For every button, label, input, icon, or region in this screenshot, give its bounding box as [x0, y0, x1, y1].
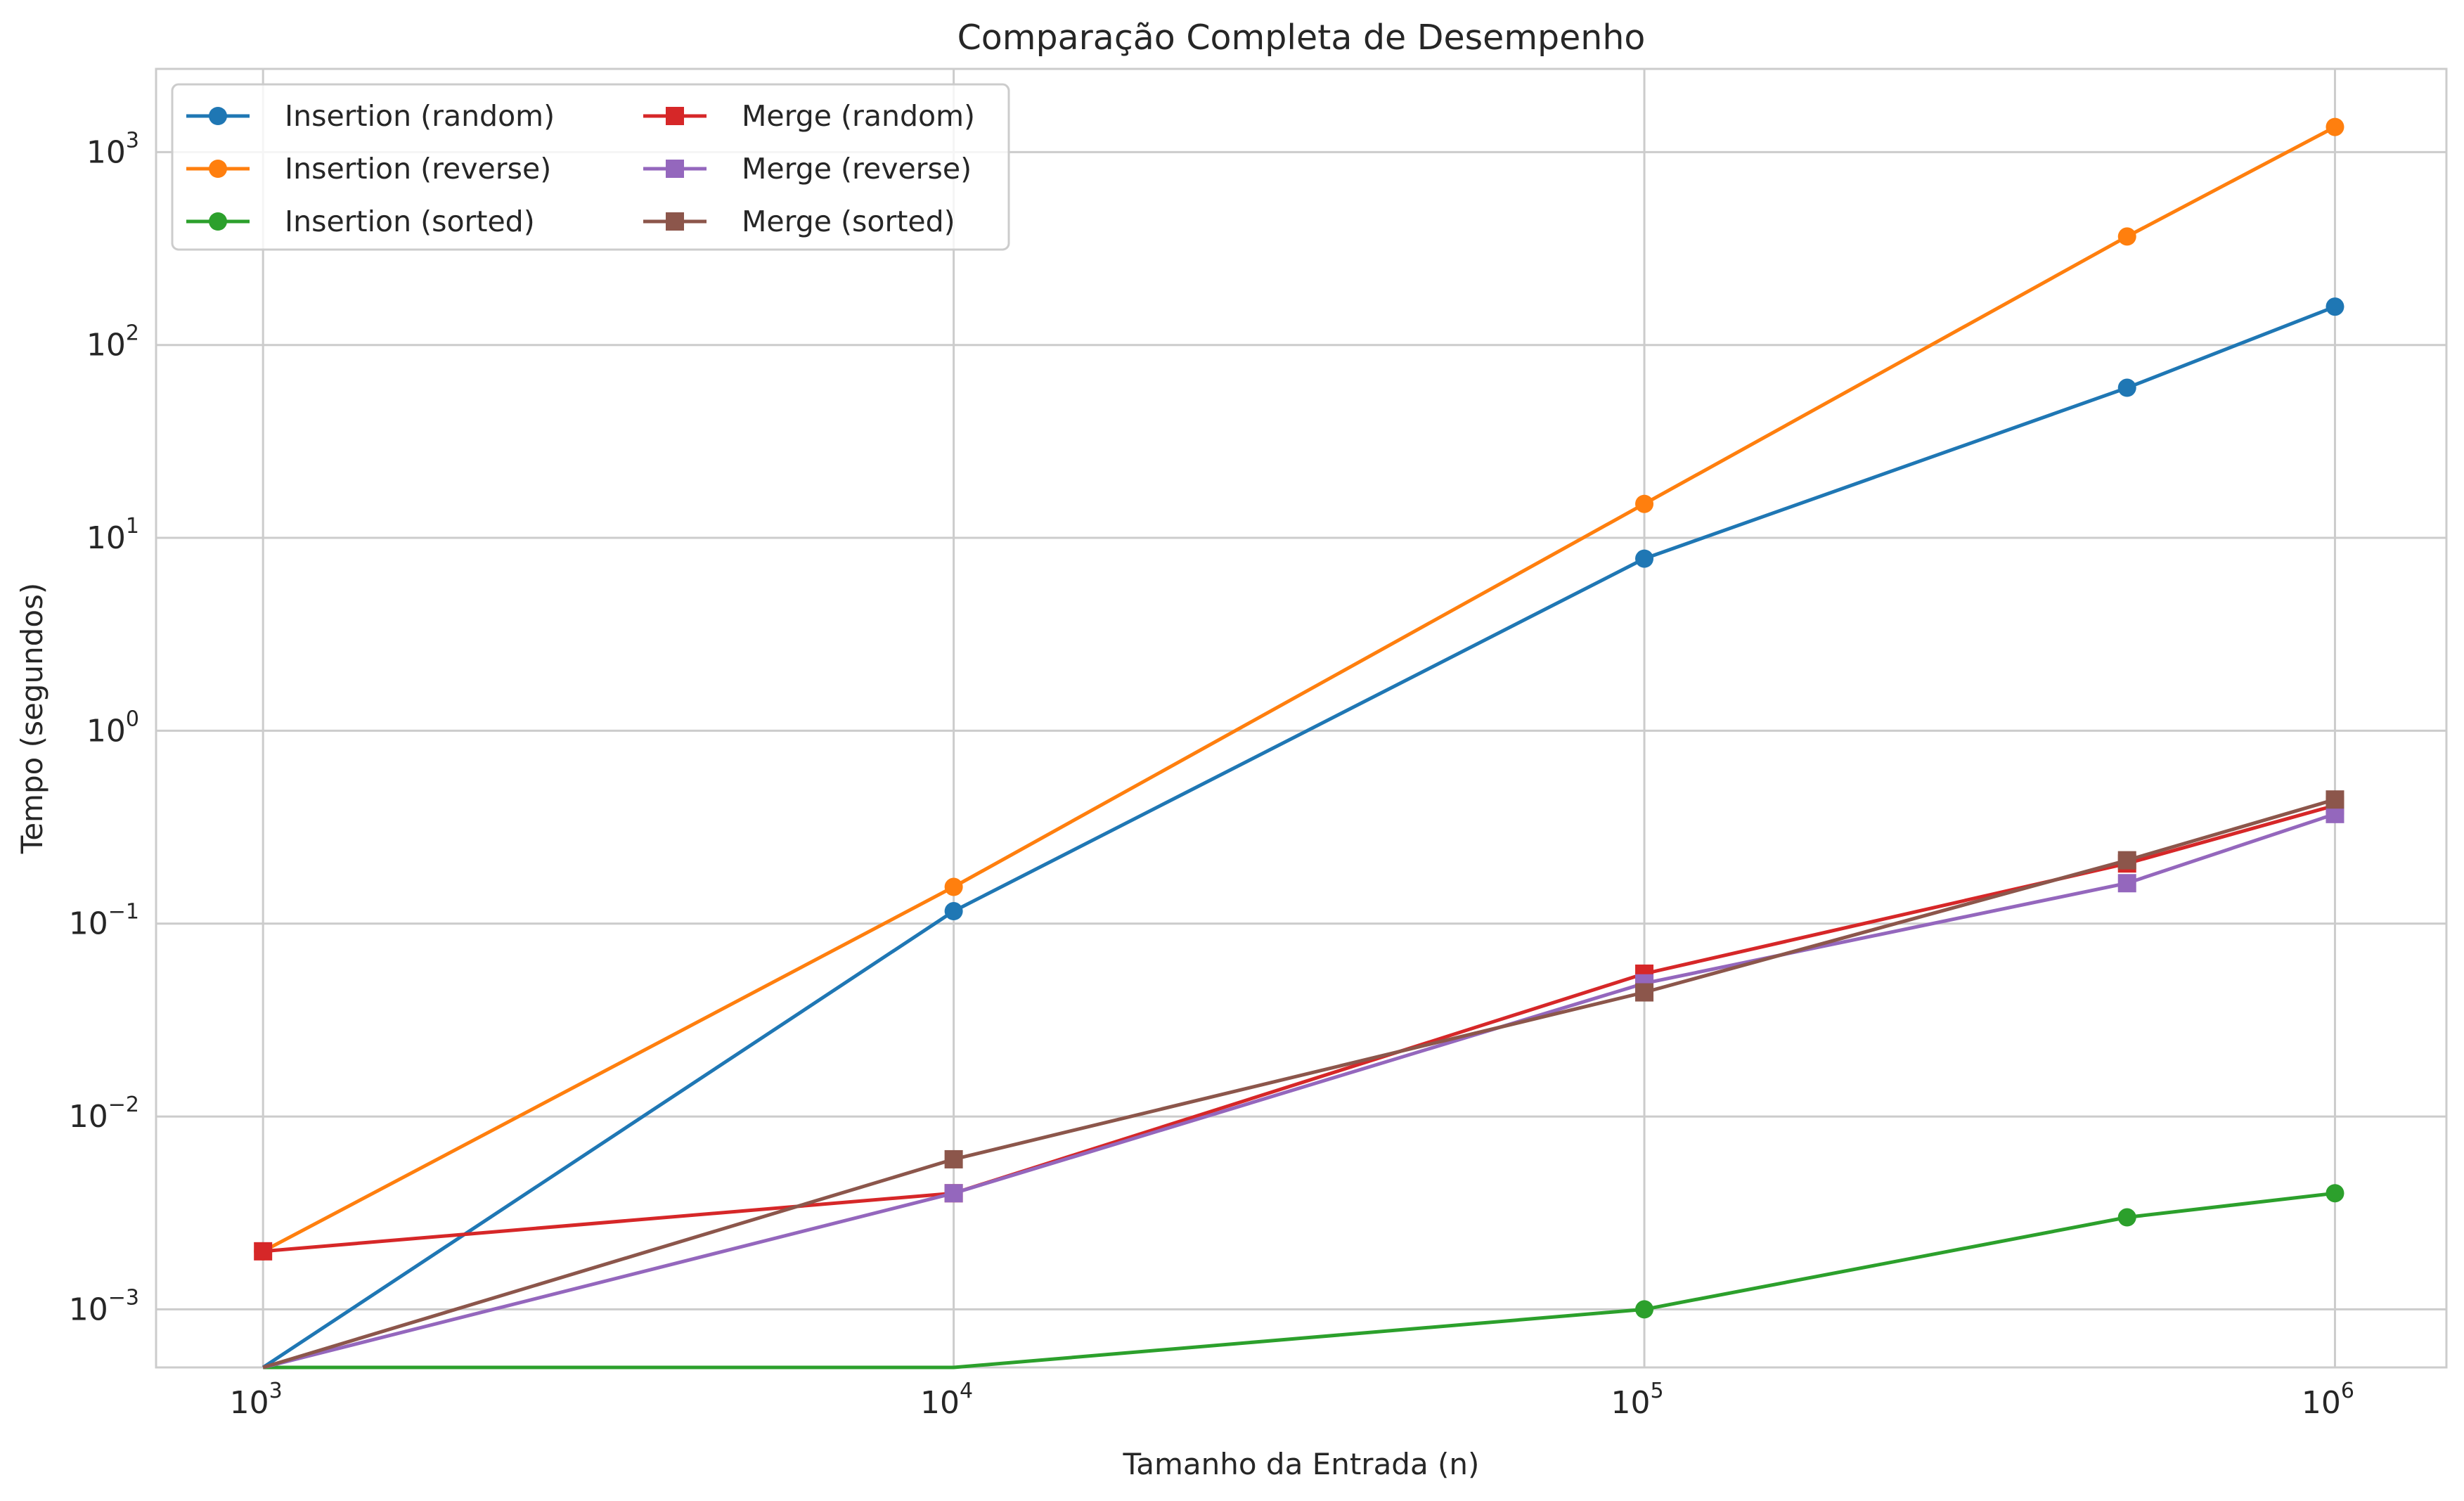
legend-marker — [209, 212, 227, 231]
legend-label: Insertion (reverse) — [285, 152, 551, 186]
data-point — [2326, 790, 2344, 809]
legend-entry: Insertion (sorted) — [186, 205, 535, 238]
legend-entry: Merge (sorted) — [643, 205, 955, 238]
legend-label: Merge (sorted) — [742, 205, 955, 238]
series-line — [262, 304, 2336, 1370]
legend-entry: Merge (random) — [643, 99, 975, 133]
y-tick-label: 101 — [86, 514, 139, 556]
data-point — [1635, 1300, 1654, 1319]
data-point — [1635, 983, 1654, 1002]
series-2 — [263, 1184, 2344, 1370]
data-point — [1635, 494, 1654, 513]
x-tick-label: 105 — [1611, 1379, 1663, 1421]
legend-marker — [666, 160, 684, 178]
data-point — [2117, 851, 2136, 870]
series-0 — [262, 297, 2344, 1370]
data-point — [254, 1242, 273, 1261]
y-tick-label: 10−1 — [69, 900, 139, 942]
legend-entry: Insertion (reverse) — [186, 152, 551, 186]
legend-entry: Merge (reverse) — [643, 152, 972, 186]
series-line — [262, 812, 2336, 1370]
series-layer — [254, 117, 2344, 1370]
y-tick-label: 100 — [86, 707, 139, 749]
x-tick-label: 104 — [920, 1379, 973, 1421]
chart-title: Comparação Completa de Desempenho — [957, 18, 1646, 58]
plot-frame — [155, 67, 2448, 1369]
data-point — [944, 1149, 963, 1168]
data-point — [2117, 378, 2136, 397]
y-tick-label: 10−2 — [69, 1093, 139, 1135]
data-point — [944, 877, 963, 896]
data-point — [1635, 549, 1654, 568]
series-line — [262, 804, 2336, 1254]
tick-labels: 103 104 105 106 10−3 10−2 10−1 100 101 102 103 — [69, 128, 2354, 1421]
data-point — [2326, 117, 2344, 136]
legend-marker — [209, 107, 227, 125]
legend-label: Insertion (random) — [285, 99, 555, 133]
legend-marker — [666, 212, 684, 231]
data-point — [944, 1184, 963, 1203]
x-tick-label: 103 — [230, 1379, 283, 1421]
legend-label: Insertion (sorted) — [285, 205, 535, 238]
data-point — [2326, 1184, 2344, 1203]
legend-label: Merge (random) — [742, 99, 975, 133]
x-tick-label: 106 — [2302, 1379, 2354, 1421]
data-point — [2117, 227, 2136, 246]
y-tick-label: 102 — [86, 321, 139, 363]
legend-label: Merge (reverse) — [742, 152, 972, 186]
legend-marker — [209, 160, 227, 178]
legend-entry: Insertion (random) — [186, 99, 555, 133]
data-point — [2117, 1208, 2136, 1227]
legend-box — [171, 83, 1010, 251]
legend-marker — [666, 107, 684, 125]
legend: Insertion (random) Insertion (reverse) Ins… — [171, 83, 1010, 251]
data-point — [2326, 297, 2344, 316]
grid — [156, 69, 2446, 1367]
y-axis-label: Tempo (segundos) — [15, 583, 49, 855]
data-point — [944, 902, 963, 921]
data-point — [2117, 874, 2136, 893]
series-line — [263, 1191, 2335, 1370]
x-axis-label: Tamanho da Entrada (n) — [1123, 1447, 1480, 1481]
y-tick-label: 10−3 — [69, 1285, 139, 1327]
series-3 — [254, 796, 2344, 1261]
series-5 — [262, 790, 2344, 1370]
y-tick-label: 103 — [86, 128, 139, 170]
